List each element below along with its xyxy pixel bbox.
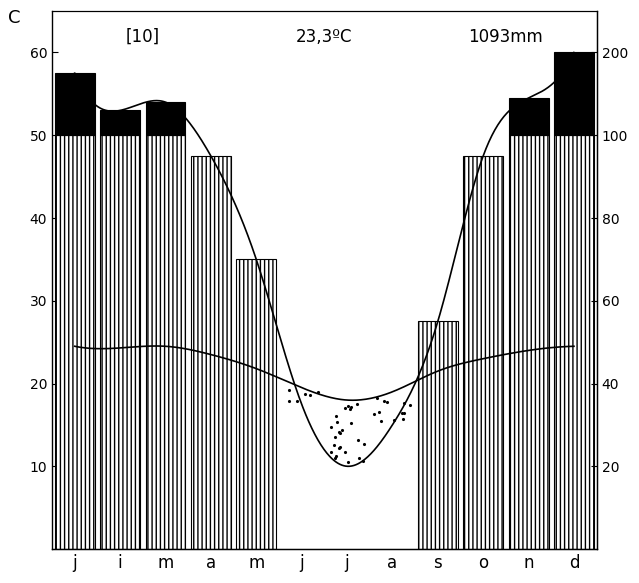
Bar	[191, 156, 231, 549]
Bar	[100, 110, 140, 135]
Bar	[418, 321, 458, 549]
Bar	[554, 52, 594, 135]
Bar	[55, 135, 95, 549]
Bar	[509, 98, 548, 135]
Y-axis label: C: C	[8, 9, 20, 27]
Bar	[100, 135, 140, 549]
Bar	[146, 102, 185, 135]
Bar	[146, 135, 185, 549]
Bar	[509, 135, 548, 549]
Bar	[463, 156, 503, 549]
Text: 23,3ºC: 23,3ºC	[296, 27, 353, 45]
Text: [10]: [10]	[126, 27, 160, 45]
Bar	[236, 259, 276, 549]
Bar	[55, 73, 95, 135]
Bar	[554, 135, 594, 549]
Text: 1093mm: 1093mm	[468, 27, 543, 45]
